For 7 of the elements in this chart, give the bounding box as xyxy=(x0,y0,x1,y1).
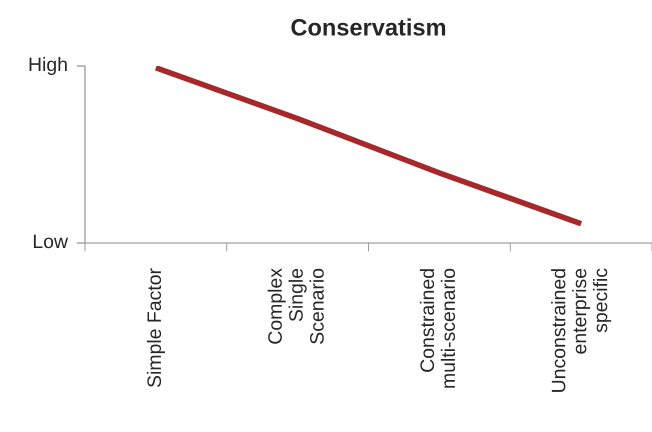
chart-title: Conservatism xyxy=(291,18,446,36)
x-tick-label: Constrained multi-scenario xyxy=(420,268,456,388)
text: Low xyxy=(34,234,68,248)
x-tick-label: Unconstrained enterprise specific xyxy=(551,268,612,392)
x-tick-label: Complex Single Scenario xyxy=(268,268,324,344)
text: High xyxy=(30,56,67,76)
x-tick-label: Simple Factor xyxy=(146,268,165,388)
